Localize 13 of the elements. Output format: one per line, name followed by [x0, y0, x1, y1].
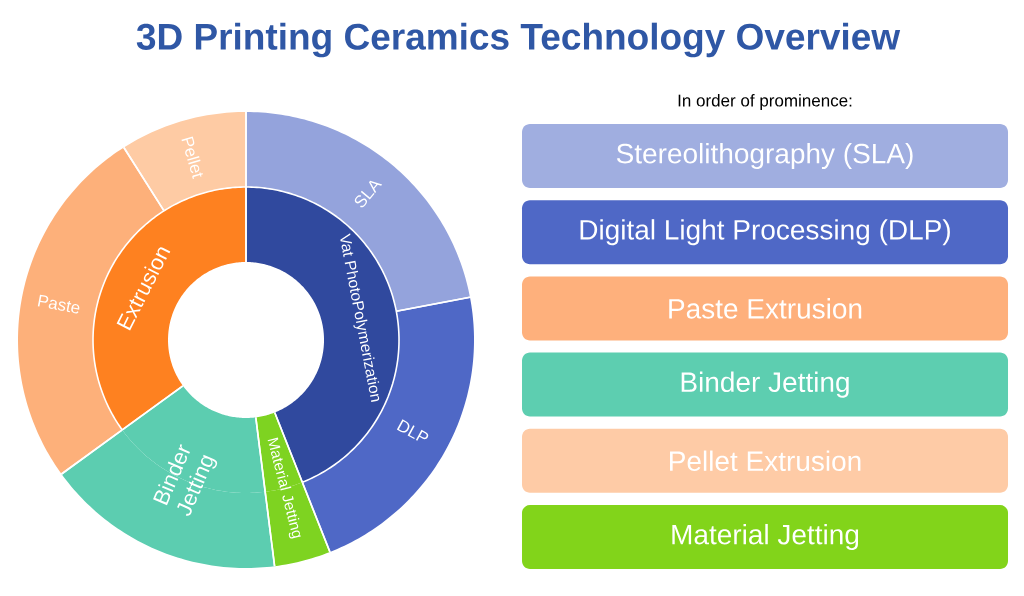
slice-label: Paste [37, 294, 80, 314]
category-label: Binder Jetting [681, 371, 849, 398]
text: In order of prominence: [678, 94, 852, 110]
slice-label: SLA [354, 180, 383, 208]
category-label: Material Jetting [672, 523, 859, 551]
slice-label: DLP [396, 419, 429, 441]
category-label: Paste Extrusion [669, 298, 862, 319]
category-label: Pellet Extrusion [670, 450, 861, 472]
category-label: Digital Light Processing (DLP) [580, 219, 950, 246]
slice-label: Material Jetting [267, 437, 301, 539]
slice-label: Pellet [181, 136, 203, 180]
category-label: Stereolithography (SLA) [616, 142, 913, 170]
text: 3D Printing Ceramics Technology Overview [136, 22, 901, 58]
